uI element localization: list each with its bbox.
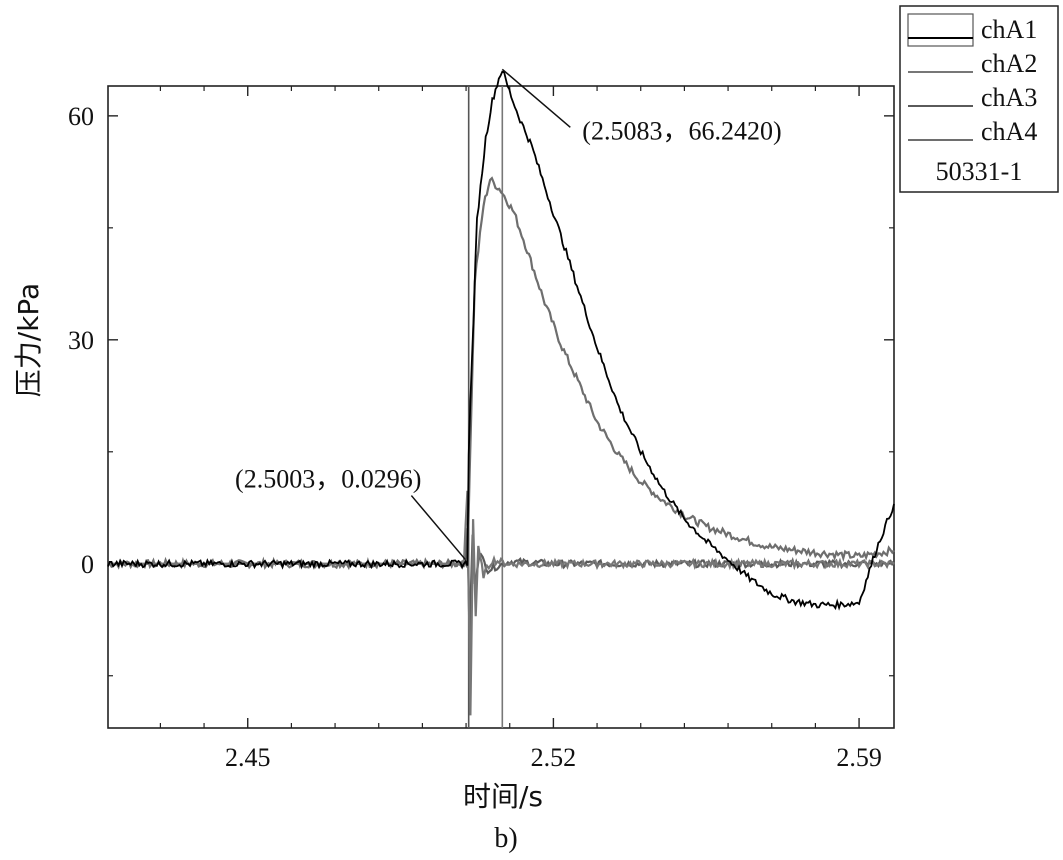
legend: chA1 chA2 chA3 chA4 50331-1: [899, 5, 1059, 193]
series-group: [107, 70, 895, 716]
annotation-leader-peak: [501, 68, 571, 128]
annotation-peak-label: (2.5083，66.2420): [582, 116, 781, 145]
x-tick-label: 2.45: [225, 743, 271, 772]
series-line-chA2: [108, 490, 895, 716]
y-tick-label: 30: [68, 326, 94, 355]
tick-group: 2.45 2.52 2.59 0 30 60: [68, 86, 894, 772]
series-line-chA4: [107, 176, 895, 571]
x-tick-label: 2.59: [836, 743, 882, 772]
legend-label: chA3: [981, 83, 1037, 112]
x-tick-label: 2.52: [531, 743, 577, 772]
series-line-chA1: [107, 70, 895, 611]
annotation-onset-label: (2.5003，0.0296): [235, 465, 421, 494]
legend-label: chA2: [981, 49, 1037, 78]
plot-frame: [107, 85, 895, 729]
y-axis-title: 压力/kPa: [12, 283, 45, 397]
y-tick-label: 0: [81, 550, 94, 579]
legend-note: 50331-1: [936, 157, 1023, 186]
vertical-marker-group: [467, 86, 504, 728]
legend-highlight-box: [907, 13, 974, 47]
legend-label: chA1: [981, 15, 1037, 44]
annotation-group: (2.5083，66.2420) (2.5003，0.0296): [235, 68, 782, 561]
x-axis-title: 时间/s: [463, 780, 543, 813]
legend-label: chA4: [981, 117, 1037, 146]
legend-entries: chA1 chA2 chA3 chA4: [908, 15, 1037, 146]
annotation-leader-onset: [410, 495, 466, 561]
y-tick-label: 60: [68, 102, 94, 131]
figure-caption: b): [494, 823, 517, 854]
